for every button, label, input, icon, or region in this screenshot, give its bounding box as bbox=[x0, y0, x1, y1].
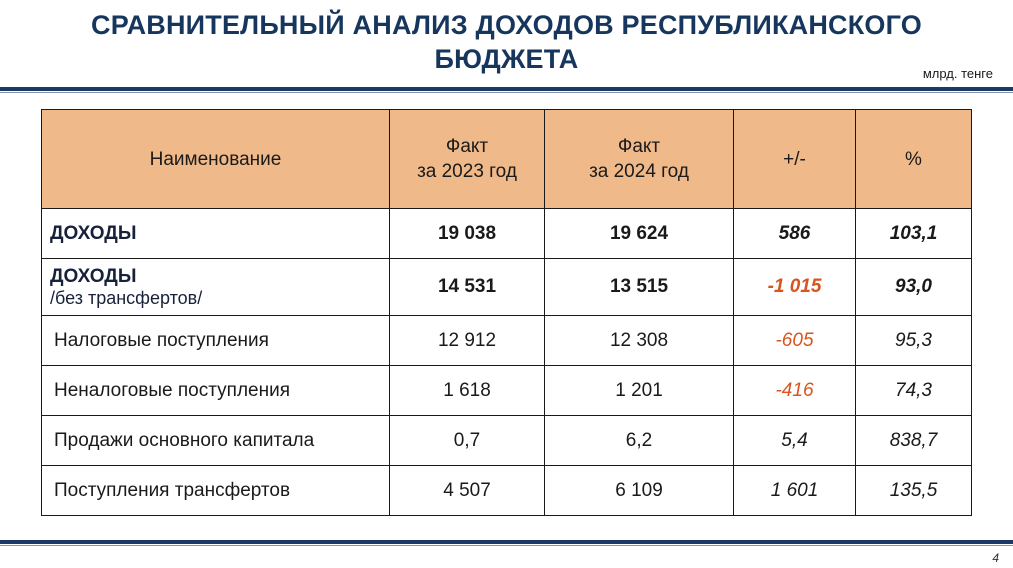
row-pct: 103,1 bbox=[855, 208, 972, 259]
bottom-divider bbox=[0, 540, 1013, 544]
row-name: Продажи основного капитала bbox=[41, 415, 390, 466]
table-row-revenue-no-transfers: ДОХОДЫ /без трансфертов/ 14 531 13 515 -… bbox=[41, 258, 972, 316]
row-pct: 93,0 bbox=[855, 258, 972, 316]
row-fact-2023: 1 618 bbox=[389, 365, 545, 416]
row-diff: -416 bbox=[733, 365, 856, 416]
table-row-total-revenue: ДОХОДЫ 19 038 19 624 586 103,1 bbox=[41, 208, 972, 259]
row-fact-2024: 13 515 bbox=[544, 258, 734, 316]
units-label: млрд. тенге bbox=[922, 66, 993, 81]
row-fact-2023: 19 038 bbox=[389, 208, 545, 259]
row-name-sub: /без трансфертов/ bbox=[50, 287, 203, 308]
row-diff: 586 bbox=[733, 208, 856, 259]
row-fact-2024: 12 308 bbox=[544, 315, 734, 366]
row-pct: 95,3 bbox=[855, 315, 972, 366]
top-divider bbox=[0, 87, 1013, 91]
header-fact-2023: Факт за 2023 год bbox=[389, 109, 545, 209]
row-diff: 1 601 bbox=[733, 465, 856, 516]
row-name: Неналоговые поступления bbox=[41, 365, 390, 416]
row-diff: -1 015 bbox=[733, 258, 856, 316]
header-name: Наименование bbox=[41, 109, 390, 209]
table-header-row: Наименование Факт за 2023 год Факт за 20… bbox=[41, 109, 972, 209]
header-diff: +/- bbox=[733, 109, 856, 209]
header-pct: % bbox=[855, 109, 972, 209]
row-pct: 838,7 bbox=[855, 415, 972, 466]
header-fact-2024: Факт за 2024 год bbox=[544, 109, 734, 209]
row-diff: 5,4 bbox=[733, 415, 856, 466]
row-fact-2023: 0,7 bbox=[389, 415, 545, 466]
table-row-tax-revenue: Налоговые поступления 12 912 12 308 -605… bbox=[41, 315, 972, 366]
top-divider-thin bbox=[0, 92, 1013, 93]
revenue-table: Наименование Факт за 2023 год Факт за 20… bbox=[41, 109, 972, 516]
row-fact-2023: 4 507 bbox=[389, 465, 545, 516]
row-name: Налоговые поступления bbox=[41, 315, 390, 366]
row-name: Поступления трансфертов bbox=[41, 465, 390, 516]
row-fact-2024: 6 109 bbox=[544, 465, 734, 516]
row-fact-2023: 14 531 bbox=[389, 258, 545, 316]
row-fact-2024: 6,2 bbox=[544, 415, 734, 466]
page-title-line2: БЮДЖЕТА bbox=[434, 44, 579, 74]
row-pct: 135,5 bbox=[855, 465, 972, 516]
page-number: 4 bbox=[992, 551, 999, 565]
row-fact-2024: 19 624 bbox=[544, 208, 734, 259]
table-row-non-tax-revenue: Неналоговые поступления 1 618 1 201 -416… bbox=[41, 365, 972, 416]
table-row-transfers: Поступления трансфертов 4 507 6 109 1 60… bbox=[41, 465, 972, 516]
row-fact-2024: 1 201 bbox=[544, 365, 734, 416]
row-fact-2023: 12 912 bbox=[389, 315, 545, 366]
row-diff: -605 bbox=[733, 315, 856, 366]
row-pct: 74,3 bbox=[855, 365, 972, 416]
page-title-line1: СРАВНИТЕЛЬНЫЙ АНАЛИЗ ДОХОДОВ РЕСПУБЛИКАН… bbox=[91, 10, 922, 40]
bottom-divider-thin bbox=[0, 545, 1013, 546]
row-name: ДОХОДЫ bbox=[41, 208, 390, 259]
page-title: СРАВНИТЕЛЬНЫЙ АНАЛИЗ ДОХОДОВ РЕСПУБЛИКАН… bbox=[0, 8, 1013, 76]
row-name: ДОХОДЫ /без трансфертов/ bbox=[41, 258, 390, 316]
table-row-capital-sales: Продажи основного капитала 0,7 6,2 5,4 8… bbox=[41, 415, 972, 466]
